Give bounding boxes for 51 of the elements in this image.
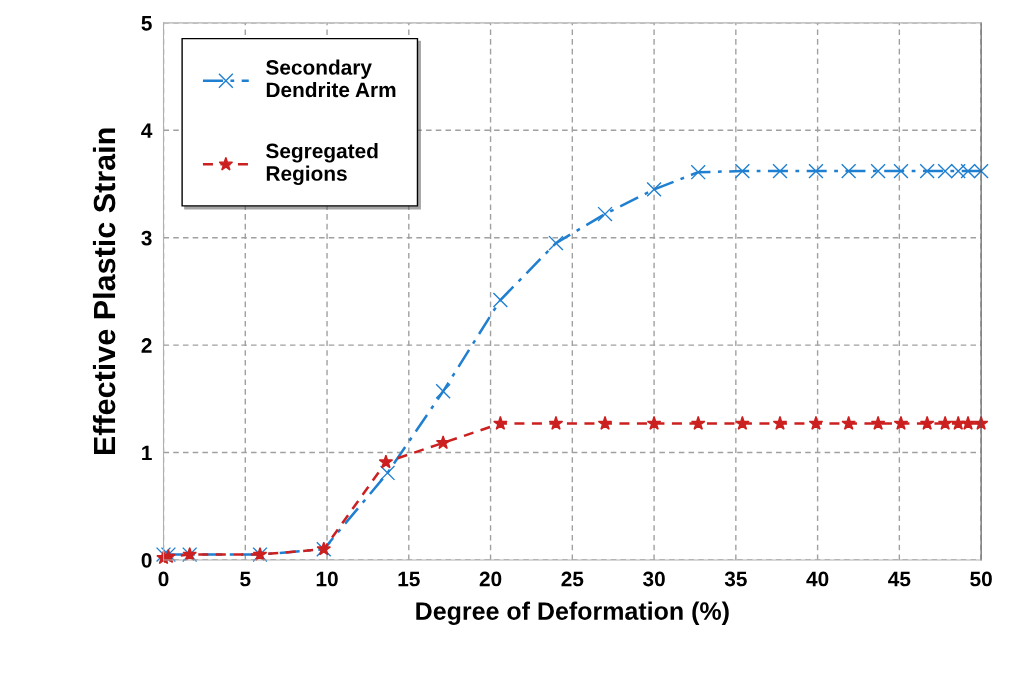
- x-tick-label: 5: [240, 571, 251, 587]
- point: [870, 163, 886, 179]
- point: [646, 415, 662, 430]
- point: [937, 415, 953, 430]
- point: [646, 181, 662, 198]
- x-tick-label: 0: [158, 571, 169, 587]
- y-tick-label: 2: [141, 338, 152, 353]
- legend-label: Segregated Regions: [266, 143, 378, 186]
- point: [919, 163, 935, 179]
- point: [841, 415, 856, 430]
- y-tick-label: 4: [141, 123, 153, 138]
- point: [493, 415, 508, 430]
- point: [735, 415, 750, 430]
- x-tick-label: 10: [316, 571, 338, 587]
- point: [808, 163, 824, 179]
- point: [919, 415, 935, 430]
- point: [548, 235, 564, 251]
- point: [893, 163, 909, 179]
- legend-label: Secondary Dendrite Arm: [266, 59, 396, 98]
- x-axis-title: Degree of Deformation (%): [416, 601, 729, 625]
- x-tick-label: 35: [724, 571, 747, 587]
- x-tick-label: 45: [888, 571, 911, 587]
- y-axis-title: Effective Plastic Strain: [92, 128, 116, 455]
- point: [772, 415, 788, 430]
- y-tick-label: 5: [141, 16, 152, 31]
- point: [772, 163, 788, 179]
- point: [597, 415, 613, 430]
- x-tick-label: 25: [561, 571, 584, 587]
- point: [808, 415, 824, 430]
- point: [893, 415, 909, 430]
- x-tick-label: 30: [642, 571, 665, 587]
- x-tick-label: 15: [398, 571, 420, 587]
- point: [548, 415, 564, 430]
- y-tick-label: 0: [141, 552, 152, 568]
- point: [492, 292, 509, 308]
- point: [378, 454, 394, 469]
- point: [734, 163, 751, 179]
- point: [690, 164, 706, 180]
- x-tick-label: 50: [970, 571, 992, 587]
- x-tick-label: 40: [806, 571, 829, 587]
- y-tick-label: 3: [141, 230, 152, 246]
- point: [690, 415, 706, 430]
- x-tick-label: 20: [479, 571, 502, 587]
- point: [435, 383, 451, 399]
- point: [379, 465, 396, 481]
- point: [870, 415, 886, 430]
- point: [435, 435, 451, 450]
- y-tick-label: 1: [142, 445, 152, 461]
- point: [841, 163, 857, 179]
- point: [597, 206, 613, 222]
- point: [960, 415, 976, 430]
